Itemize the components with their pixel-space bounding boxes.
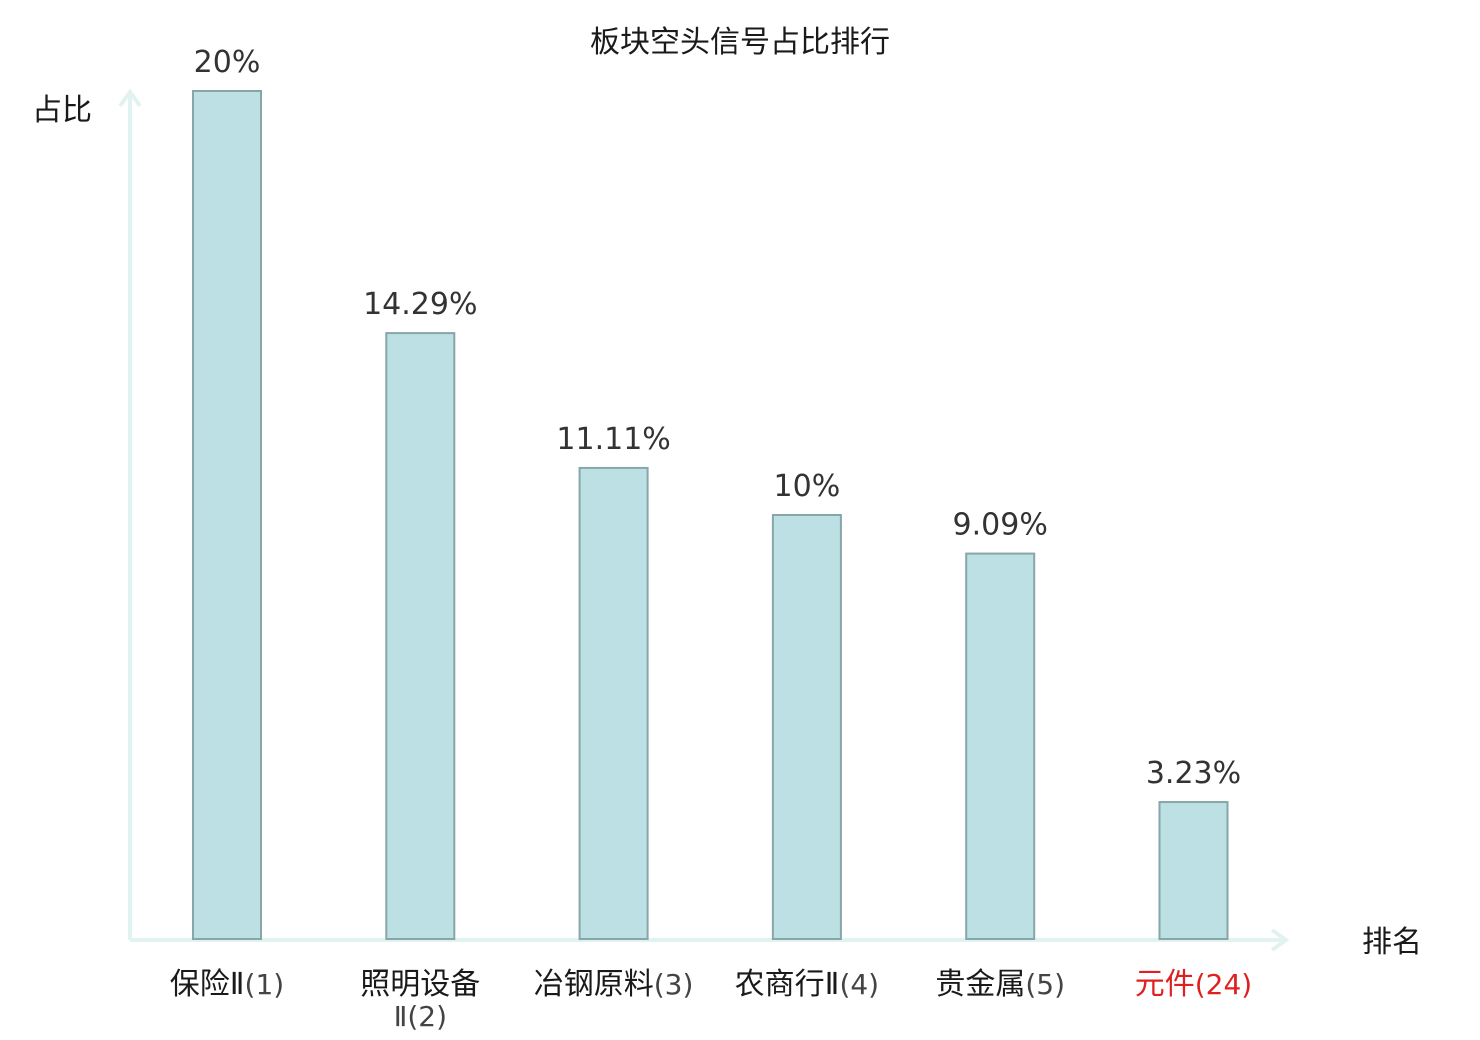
bar: [192, 90, 262, 940]
x-axis-arrow: [1270, 928, 1290, 952]
value-label: 10%: [774, 469, 841, 504]
category-label: 照明设备 Ⅱ(2): [360, 967, 480, 1033]
x-axis-label: 排名: [1362, 925, 1422, 960]
bar: [385, 332, 456, 940]
bar: [1158, 801, 1229, 940]
y-axis-label: 占比: [32, 93, 92, 128]
bar: [771, 514, 842, 940]
y-axis-arrow: [118, 88, 142, 108]
category-label: 农商行Ⅱ(4): [735, 967, 879, 1002]
value-label: 11.11%: [556, 422, 670, 457]
category-label: 保险Ⅱ(1): [170, 967, 284, 1002]
value-label: 20%: [194, 45, 261, 80]
axes: [118, 88, 1290, 952]
value-label: 9.09%: [953, 508, 1048, 543]
category-labels-group: 保险Ⅱ(1) 照明设备 Ⅱ(2) 冶钢原料(3) 农商行Ⅱ(4) 贵金属(5) 元件(24): [170, 967, 1252, 1033]
chart-title: 板块空头信号占比排行: [590, 25, 890, 60]
bar: [578, 466, 649, 940]
category-label: 冶钢原料(3): [534, 967, 694, 1002]
category-label: 元件(24): [1135, 967, 1252, 1002]
category-label: 贵金属(5): [935, 967, 1065, 1002]
bar: [965, 552, 1036, 940]
value-label: 14.29%: [363, 287, 477, 322]
value-labels-group: 20% 14.29% 11.11% 10% 9.09% 3.23%: [194, 45, 1242, 791]
bars-group: [192, 90, 1229, 940]
value-label: 3.23%: [1146, 756, 1241, 791]
